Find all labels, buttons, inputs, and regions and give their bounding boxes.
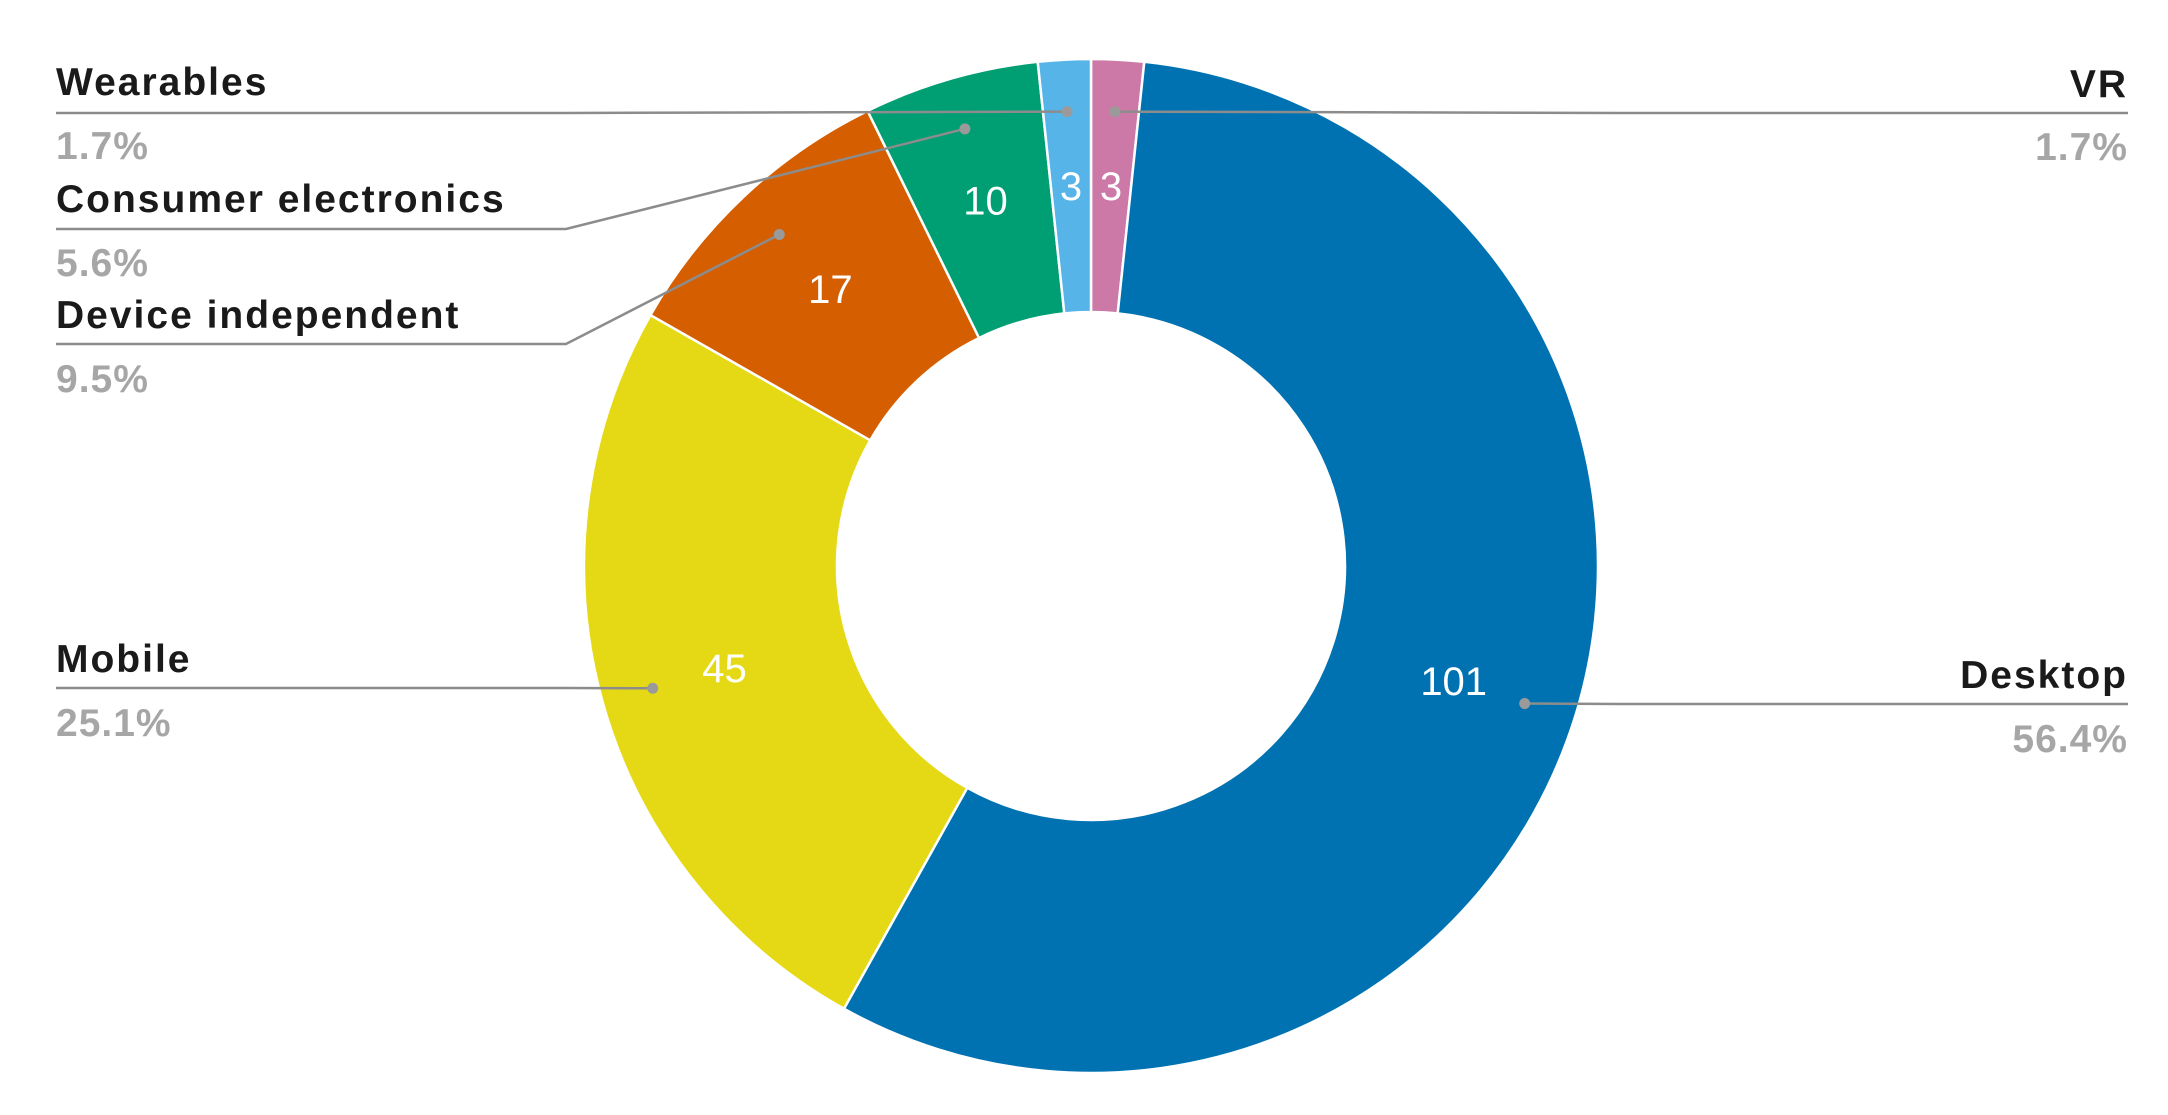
value-label-desktop: 101 <box>1420 660 1487 704</box>
slice-device-independent <box>648 109 981 442</box>
category-label-device-independent: Device independent <box>56 294 460 337</box>
leader-dot-wearables <box>1061 106 1073 118</box>
category-label-wearables: Wearables <box>56 61 268 104</box>
percent-label-device-independent: 9.5% <box>56 358 149 401</box>
leader-line-vr <box>1114 110 2128 115</box>
percent-label-consumer-electronics: 5.6% <box>56 242 149 285</box>
category-label-consumer-electronics: Consumer electronics <box>56 178 506 221</box>
leader-line-device-independent <box>56 233 780 346</box>
slice-mobile <box>582 313 969 1011</box>
percent-label-wearables: 1.7% <box>56 125 149 168</box>
value-label-device-independent: 17 <box>808 268 853 312</box>
value-label-wearables: 3 <box>1060 165 1082 209</box>
category-label-desktop: Desktop <box>1960 654 2128 697</box>
leader-dot-vr <box>1109 106 1121 118</box>
slices-layer <box>582 57 1600 1075</box>
leader-dot-mobile <box>647 682 659 694</box>
percent-label-desktop: 56.4% <box>2012 718 2128 761</box>
category-labels-layer: VR 1.7% Desktop 56.4% Mobile 25.1% Device inde… <box>56 61 2128 761</box>
percent-label-vr: 1.7% <box>2035 126 2128 169</box>
leader-lines-layer <box>56 106 2128 710</box>
value-labels-layer: 3 101 45 17 10 3 <box>702 165 1487 704</box>
leader-dot-consumer-electronics <box>959 123 971 135</box>
leader-dot-desktop <box>1519 698 1531 710</box>
leader-line-consumer-electronics <box>56 127 966 231</box>
value-label-consumer-electronics: 10 <box>963 179 1008 223</box>
slice-wearables <box>1036 57 1093 315</box>
leader-dot-device-independent <box>773 229 785 241</box>
value-label-vr: 3 <box>1100 165 1122 209</box>
value-label-mobile: 45 <box>702 647 747 691</box>
percent-label-mobile: 25.1% <box>56 702 172 745</box>
slice-desktop <box>842 60 1600 1075</box>
category-label-mobile: Mobile <box>56 638 192 681</box>
leader-line-wearables <box>56 110 1068 115</box>
category-label-vr: VR <box>2070 63 2128 106</box>
